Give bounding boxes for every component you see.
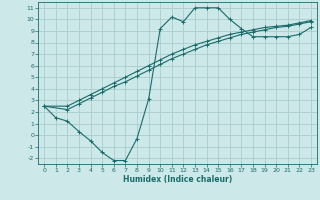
X-axis label: Humidex (Indice chaleur): Humidex (Indice chaleur) xyxy=(123,175,232,184)
